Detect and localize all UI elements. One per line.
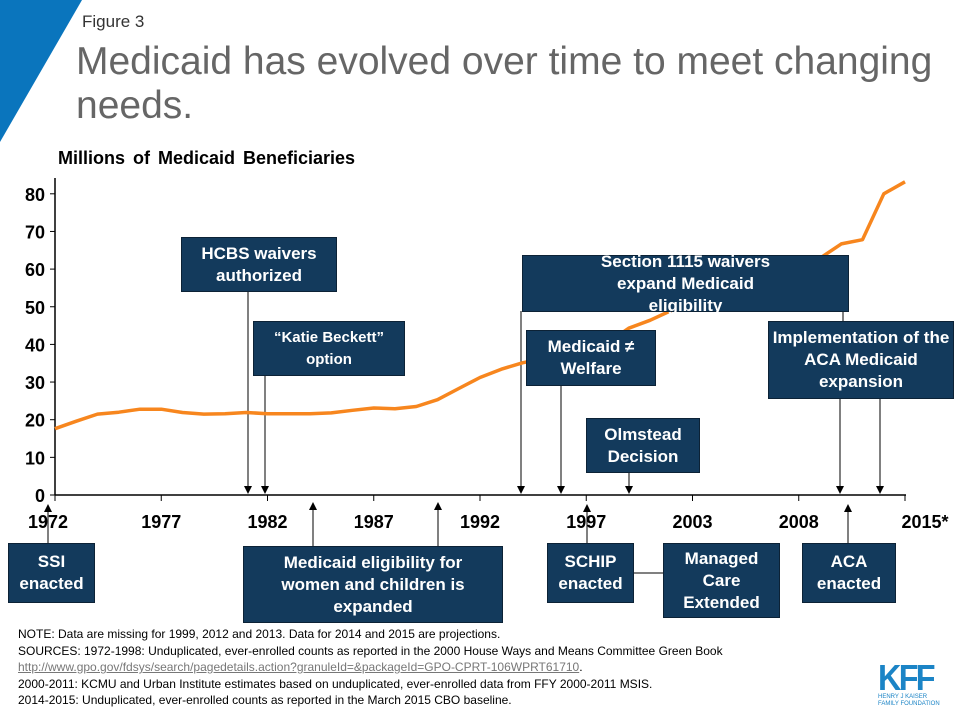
annotation-medicaid-welfare: Medicaid ≠ Welfare <box>526 330 656 386</box>
y-tick-label: 0 <box>35 486 45 506</box>
y-tick-label: 40 <box>25 335 45 355</box>
y-tick-label: 30 <box>25 373 45 393</box>
y-axis-title: Millions of Medicaid Beneficiaries <box>58 148 356 168</box>
page-title: Medicaid has evolved over time to meet c… <box>76 40 933 127</box>
note-text: NOTE: Data are missing for 1999, 2012 an… <box>18 627 501 641</box>
annotation-aca-implementation: Implementation of the ACA Medicaid expan… <box>768 321 954 399</box>
source-link[interactable]: http://www.gpo.gov/fdsys/search/pagedeta… <box>18 660 580 674</box>
x-tick-label: 1982 <box>247 512 287 532</box>
y-tick-label: 10 <box>25 448 45 468</box>
x-tick-label: 1977 <box>141 512 181 532</box>
annotation-schip: SCHIP enacted <box>547 543 634 603</box>
annotation-managed-care: Managed Care Extended <box>663 543 780 618</box>
source-2014-2015: 2014-2015: Unduplicated, ever-enrolled c… <box>18 693 512 707</box>
logo-mark: KFF <box>878 657 936 698</box>
annotation-women-children: Medicaid eligibility for women and child… <box>243 546 503 623</box>
source-2000-2011: 2000-2011: KCMU and Urban Institute esti… <box>18 676 653 691</box>
x-tick-label: 2015* <box>901 512 948 532</box>
x-tick-label: 2008 <box>779 512 819 532</box>
y-tick-label: 70 <box>25 222 45 242</box>
kff-logo: KFF HENRY J KAISER FAMILY FOUNDATION <box>878 657 948 708</box>
annotation-aca-enacted: ACA enacted <box>802 543 896 603</box>
footnotes: NOTE: Data are missing for 1999, 2012 an… <box>18 627 723 707</box>
logo-line2: FAMILY FOUNDATION <box>878 701 940 707</box>
y-tick-label: 50 <box>25 298 45 318</box>
annotation-section-1115: Section 1115 waivers expand Medicaid eli… <box>522 252 849 315</box>
accent-triangle <box>0 0 82 142</box>
y-tick-label: 80 <box>25 185 45 205</box>
figure-label: Figure 3 <box>82 12 145 31</box>
x-tick-label: 2003 <box>672 512 712 532</box>
y-tick-label: 20 <box>25 411 45 431</box>
annotation-ssi: SSI enacted <box>8 543 95 603</box>
y-tick-label: 60 <box>25 260 45 280</box>
annotation-olmstead: Olmstead Decision <box>586 418 700 473</box>
logo-line1: HENRY J KAISER <box>878 694 928 700</box>
x-tick-label: 1987 <box>354 512 394 532</box>
annotation-katie-beckett: “Katie Beckett” option <box>253 321 405 376</box>
annotation-hcbs: HCBS waivers authorized <box>181 237 337 292</box>
sources-text: SOURCES: 1972-1998: Unduplicated, ever-e… <box>18 643 723 658</box>
x-tick-label: 1997 <box>566 512 606 532</box>
x-tick-label: 1992 <box>460 512 500 532</box>
